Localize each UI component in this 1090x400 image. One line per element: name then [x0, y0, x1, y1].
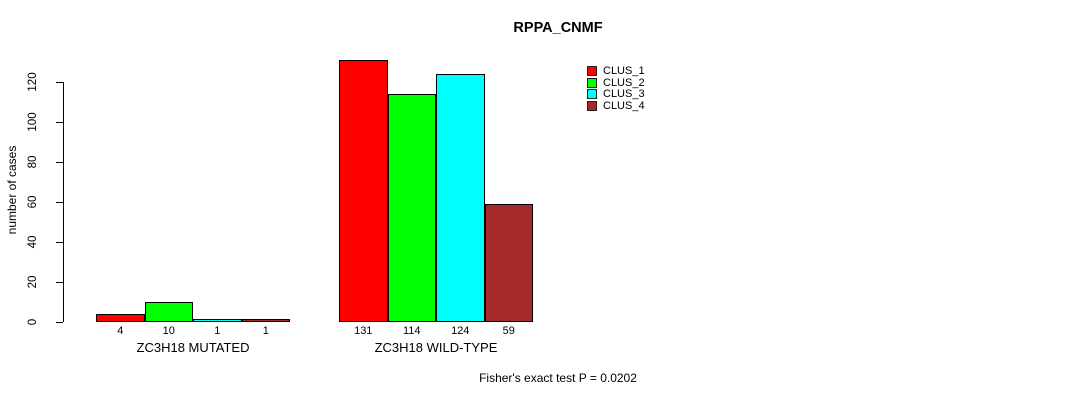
y-axis-label: number of cases	[5, 145, 19, 235]
bar-clus_1-group1	[96, 314, 145, 322]
bar-value-label: 4	[117, 325, 124, 337]
x-category-label: ZC3H18 WILD-TYPE	[374, 340, 498, 355]
bar-clus_3-group1	[193, 319, 242, 322]
legend-swatch-clus_2	[587, 77, 597, 88]
legend-label: CLUS_4	[603, 99, 645, 112]
bar-clus_1-group2	[339, 60, 388, 322]
annotation-pvalue: Fisher's exact test P = 0.0202	[479, 371, 637, 385]
bar-clus_3-group2	[436, 74, 485, 322]
bar-clus_2-group1	[144, 302, 193, 322]
chart-title: RPPA_CNMF	[513, 20, 603, 36]
bar-value-label: 131	[354, 325, 373, 337]
bar-value-label: 114	[402, 325, 421, 337]
bar-value-label: 1	[262, 325, 269, 337]
legend-item-clus_4: CLUS_4	[587, 99, 645, 112]
y-tick-label: 20	[27, 275, 39, 289]
bar-clus_2-group2	[387, 94, 436, 322]
legend-item-clus_3: CLUS_3	[587, 88, 645, 100]
y-tick	[56, 122, 63, 123]
y-tick-label: 40	[27, 235, 39, 249]
legend-swatch-clus_4	[587, 100, 597, 111]
legend-swatch-clus_1	[587, 66, 597, 76]
y-tick	[56, 162, 63, 163]
legend-item-clus_1: CLUS_1	[587, 65, 645, 77]
y-tick	[56, 242, 63, 243]
legend-label: CLUS_1	[603, 65, 645, 77]
bar-clus_4-group2	[484, 204, 533, 322]
bar-value-label: 59	[502, 325, 515, 337]
y-tick-label: 120	[27, 72, 39, 92]
y-tick-label: 60	[27, 195, 39, 209]
y-tick-label: 0	[27, 318, 39, 326]
bar-clus_4-group1	[241, 319, 290, 322]
legend-label: CLUS_2	[603, 76, 645, 89]
y-tick	[56, 82, 63, 83]
y-tick	[56, 322, 63, 323]
y-tick	[56, 282, 63, 283]
legend-item-clus_2: CLUS_2	[587, 76, 645, 89]
y-tick-label: 100	[27, 112, 39, 132]
bar-value-label: 124	[451, 325, 470, 337]
bar-value-label: 10	[162, 325, 175, 337]
x-category-label: ZC3H18 MUTATED	[136, 340, 250, 355]
y-tick-label: 80	[27, 155, 39, 169]
legend-label: CLUS_3	[603, 88, 645, 100]
legend-swatch-clus_3	[587, 89, 597, 99]
y-tick	[56, 202, 63, 203]
bar-value-label: 1	[214, 325, 221, 337]
y-axis-line	[63, 82, 64, 322]
